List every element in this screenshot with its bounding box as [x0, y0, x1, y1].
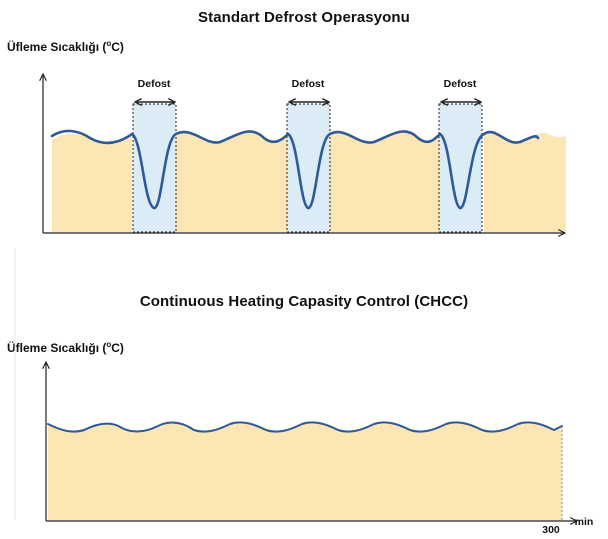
bottom-diagram-title: Continuous Heating Capasity Control (CHC… — [139, 293, 469, 310]
bottom-y-axis-label-suffix: C) — [111, 341, 124, 355]
defrost-band-3 — [438, 103, 483, 233]
defrost-band-2 — [286, 103, 331, 233]
defrost-band-1 — [132, 103, 177, 233]
top-diagram: Defost Defost Defost — [43, 74, 566, 233]
defrost-label-3: Defost — [444, 78, 477, 90]
top-y-axis-label-suffix: C) — [111, 40, 124, 54]
bottom-fill-area — [48, 422, 562, 520]
top-defrost-bands — [132, 103, 483, 233]
top-y-axis-label-degree: o — [106, 39, 112, 48]
bottom-x-tick-300: 300 — [542, 524, 560, 536]
top-temperature-line — [50, 129, 540, 210]
bottom-diagram: 300 min — [46, 362, 593, 536]
defrost-marker-3: Defost — [441, 78, 481, 102]
defrost-label-2: Defost — [292, 78, 325, 90]
top-fill-area — [52, 131, 566, 232]
bottom-y-axis-label: Üfleme Sıcaklığı (oC) — [7, 340, 124, 355]
bottom-y-axis-label-prefix: Üfleme Sıcaklığı ( — [7, 341, 107, 355]
bottom-y-axis-label-degree: o — [106, 340, 112, 349]
top-y-axis-label-prefix: Üfleme Sıcaklığı ( — [7, 40, 107, 54]
top-diagram-title: Standart Defrost Operasyonu — [198, 9, 410, 26]
bottom-x-unit-label: min — [575, 516, 594, 528]
defrost-marker-1: Defost — [135, 78, 175, 102]
top-y-axis-label: Üfleme Sıcaklığı (oC) — [7, 39, 124, 54]
defrost-marker-2: Defost — [289, 78, 329, 102]
defrost-label-1: Defost — [138, 78, 171, 90]
bottom-temperature-line — [47, 421, 563, 433]
